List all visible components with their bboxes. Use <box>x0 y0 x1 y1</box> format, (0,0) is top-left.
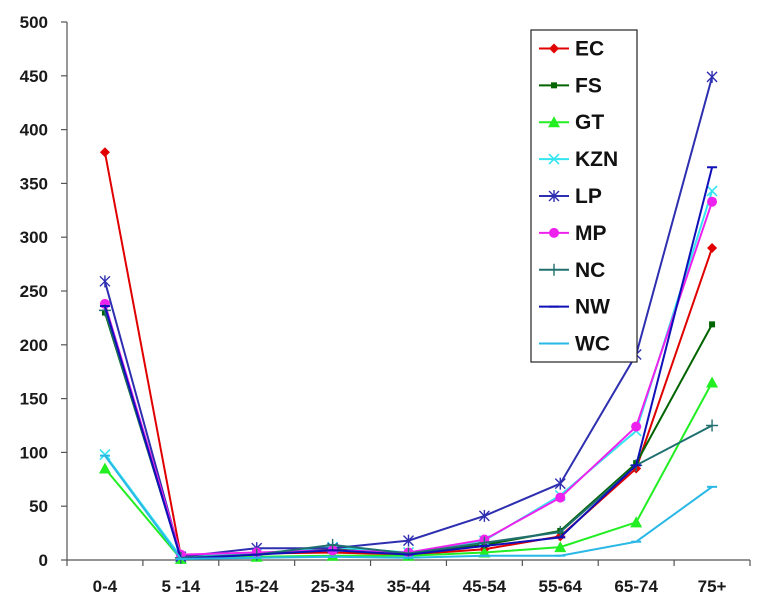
x-tick-label: 65-74 <box>614 577 658 596</box>
x-tick-label: 0-4 <box>93 577 118 596</box>
legend-label: GT <box>575 111 604 134</box>
legend-label: EC <box>575 37 604 60</box>
legend-item-gt: GT <box>539 111 604 134</box>
legend-marker <box>548 190 560 202</box>
legend-item-wc: WC <box>539 333 610 356</box>
y-tick-label: 300 <box>20 228 48 247</box>
x-tick-label: 55-64 <box>539 577 583 596</box>
y-tick-label: 450 <box>20 67 48 86</box>
data-point-gt <box>98 462 111 474</box>
series-wc <box>99 454 718 560</box>
plot-area <box>98 70 719 564</box>
y-tick-label: 350 <box>20 174 48 193</box>
data-point-lp <box>478 509 490 522</box>
data-point-lp <box>554 477 566 490</box>
legend-label: MP <box>575 222 607 245</box>
data-point-lp <box>706 70 718 83</box>
data-point-nc <box>706 419 719 432</box>
legend-label: NW <box>575 296 610 319</box>
chart-axes <box>61 21 751 566</box>
y-tick-label: 100 <box>20 443 48 462</box>
data-point-mp <box>707 196 718 207</box>
x-tick-label: 5 -14 <box>161 577 200 596</box>
legend-item-nc: NC <box>539 259 605 282</box>
legend-marker <box>549 227 559 238</box>
y-tick-label: 150 <box>20 390 48 409</box>
x-tick-label: 45-54 <box>463 577 507 596</box>
data-point-gt <box>554 541 567 553</box>
legend-label: NC <box>575 259 605 282</box>
data-point-mp <box>555 492 566 503</box>
series-line-gt <box>104 382 713 560</box>
x-tick-label: 75+ <box>698 577 727 596</box>
data-point-gt <box>630 516 643 528</box>
legend-item-kzn: KZN <box>539 148 618 171</box>
x-tick-label: 15-24 <box>235 577 279 596</box>
legend-marker <box>548 116 560 128</box>
data-point-mp <box>631 421 642 432</box>
y-tick-label: 200 <box>20 336 48 355</box>
legend-item-fs: FS <box>539 74 602 97</box>
data-point-kzn <box>706 185 718 197</box>
data-point-lp <box>99 275 111 288</box>
data-point-ec <box>99 147 110 158</box>
y-tick-label: 50 <box>29 497 48 516</box>
x-tick-label: 35-44 <box>387 577 431 596</box>
legend-marker <box>549 43 559 54</box>
legend-label: LP <box>575 185 602 208</box>
legend-marker <box>548 153 560 165</box>
legend-item-mp: MP <box>539 222 607 245</box>
legend-marker <box>551 82 557 89</box>
legend-marker <box>548 263 560 276</box>
legend-item-ec: EC <box>539 37 604 60</box>
legend-item-lp: LP <box>539 185 602 208</box>
legend-label: WC <box>575 333 610 356</box>
data-point-gt <box>706 376 719 388</box>
data-point-lp <box>403 534 414 547</box>
legend-item-nw: NW <box>539 296 610 319</box>
legend-label: FS <box>575 74 602 97</box>
y-axis-labels: 0 50 100 150 200 250 300 350 400 450 500 <box>20 13 48 570</box>
data-point-nc <box>554 526 567 539</box>
data-point-ec <box>707 242 718 253</box>
y-tick-label: 250 <box>20 282 48 301</box>
y-tick-label: 500 <box>20 13 48 32</box>
legend: EC FS GT KZN LP MP NC NW WC <box>530 29 638 363</box>
legend-label: KZN <box>575 148 618 171</box>
y-tick-label: 0 <box>39 551 48 570</box>
data-point-fs <box>709 321 716 328</box>
data-point-nc <box>326 538 339 551</box>
x-tick-label: 25-34 <box>311 577 355 596</box>
y-tick-label: 400 <box>20 121 48 140</box>
x-axis-labels: 0-4 5 -14 15-24 25-34 35-44 45-54 55-64 65-74 75… <box>93 577 727 596</box>
data-point-kzn <box>99 448 111 461</box>
